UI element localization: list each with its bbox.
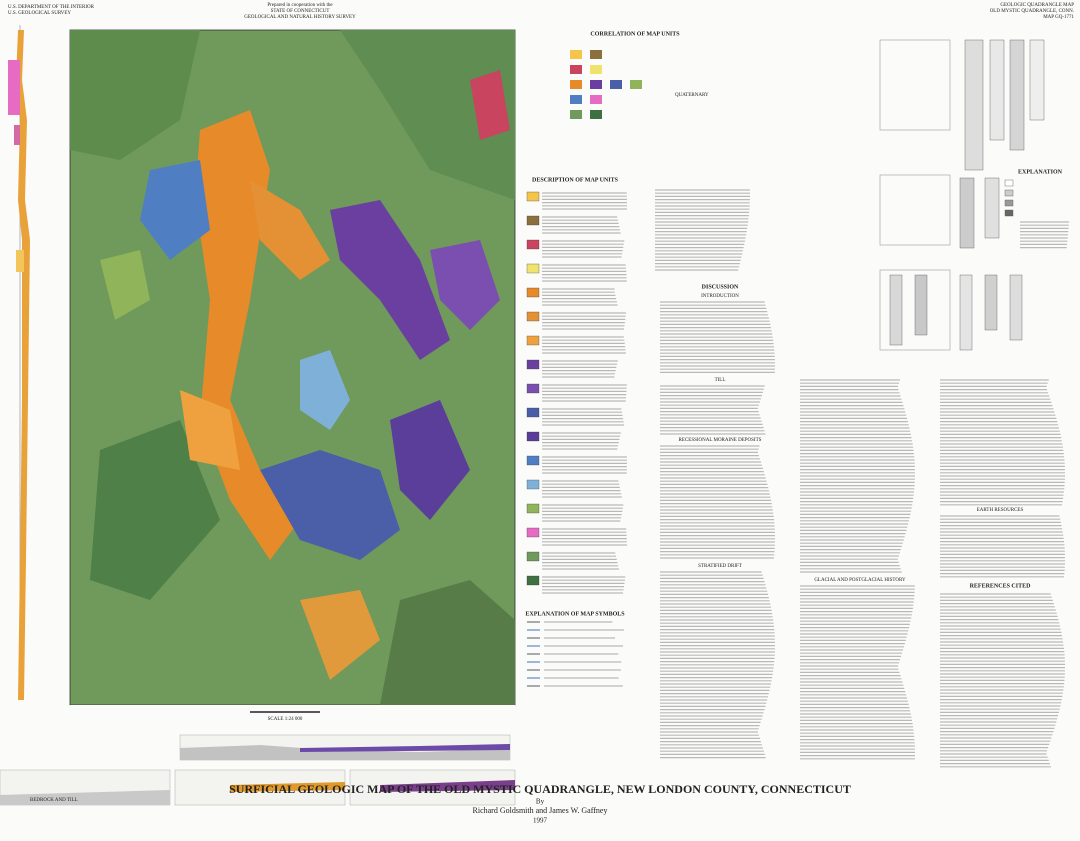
profile-label: BEDROCK AND TILL <box>30 798 78 803</box>
unit-swatch <box>526 455 540 466</box>
section-heading: RECESSIONAL MORAINE DEPOSITS <box>679 438 762 443</box>
unit-swatch <box>526 263 540 274</box>
authors: Richard Goldsmith and James W. Gaffney <box>473 806 608 815</box>
stratigraphic-figures: EXPLANATION <box>879 39 1063 351</box>
header-right: GEOLOGIC QUADRANGLE MAP <box>1000 3 1074 8</box>
unit-swatch <box>526 359 540 370</box>
unit-swatch <box>526 551 540 562</box>
header-right: MAP GQ-1771 <box>1043 15 1074 20</box>
section-heading: TILL <box>715 378 726 383</box>
unit-swatch <box>526 191 540 202</box>
section-heading: GLACIAL AND POSTGLACIAL HISTORY <box>814 578 906 583</box>
geologic-map: SCALE 1:24 000 <box>69 29 516 727</box>
header-right: OLD MYSTIC QUADRANGLE, CONN. <box>990 9 1074 14</box>
profiles: BEDROCK AND TILL <box>0 734 516 806</box>
by-line: By <box>536 798 545 806</box>
header-left: U.S. GEOLOGICAL SURVEY <box>8 11 71 16</box>
unit-swatch <box>526 407 540 418</box>
unit-swatch <box>526 239 540 250</box>
unit-swatch <box>526 335 540 346</box>
left-profile <box>8 25 30 700</box>
description-title: DESCRIPTION OF MAP UNITS <box>532 177 619 183</box>
correlation-title: CORRELATION OF MAP UNITS <box>590 31 680 37</box>
map-title: SURFICIAL GEOLOGIC MAP OF THE OLD MYSTIC… <box>229 782 851 796</box>
header-center: Prepared in cooperation with the <box>267 3 333 8</box>
header-center: GEOLOGICAL AND NATURAL HISTORY SURVEY <box>244 15 356 20</box>
unit-swatch <box>526 575 540 586</box>
figure-explanation: EXPLANATION <box>1018 169 1063 175</box>
scale-label: SCALE 1:24 000 <box>268 717 303 722</box>
unit-swatch <box>526 527 540 538</box>
section-heading: EARTH RESOURCES <box>977 508 1024 513</box>
unit-swatch <box>526 383 540 394</box>
legend: CORRELATION OF MAP UNITS QUATERNARY DESC… <box>532 31 709 183</box>
header-left: U.S. DEPARTMENT OF THE INTERIOR <box>8 5 95 10</box>
header-center: STATE OF CONNECTICUT <box>271 9 330 14</box>
symbols-title: EXPLANATION OF MAP SYMBOLS <box>525 611 625 617</box>
unit-swatch <box>526 431 540 442</box>
year: 1997 <box>533 817 548 825</box>
discussion-title: DISCUSSION <box>702 284 739 290</box>
era-label: QUATERNARY <box>675 93 709 98</box>
text-columns <box>655 189 1070 768</box>
references-title: REFERENCES CITED <box>970 583 1032 589</box>
symbol-list <box>527 621 624 687</box>
unit-swatch <box>526 215 540 226</box>
section-heading: INTRODUCTION <box>701 294 739 299</box>
unit-swatch <box>526 503 540 514</box>
unit-descriptions <box>526 191 627 594</box>
unit-swatch <box>526 311 540 322</box>
section-heading: STRATIFIED DRIFT <box>698 564 742 569</box>
unit-swatch <box>526 287 540 298</box>
unit-swatch <box>526 479 540 490</box>
